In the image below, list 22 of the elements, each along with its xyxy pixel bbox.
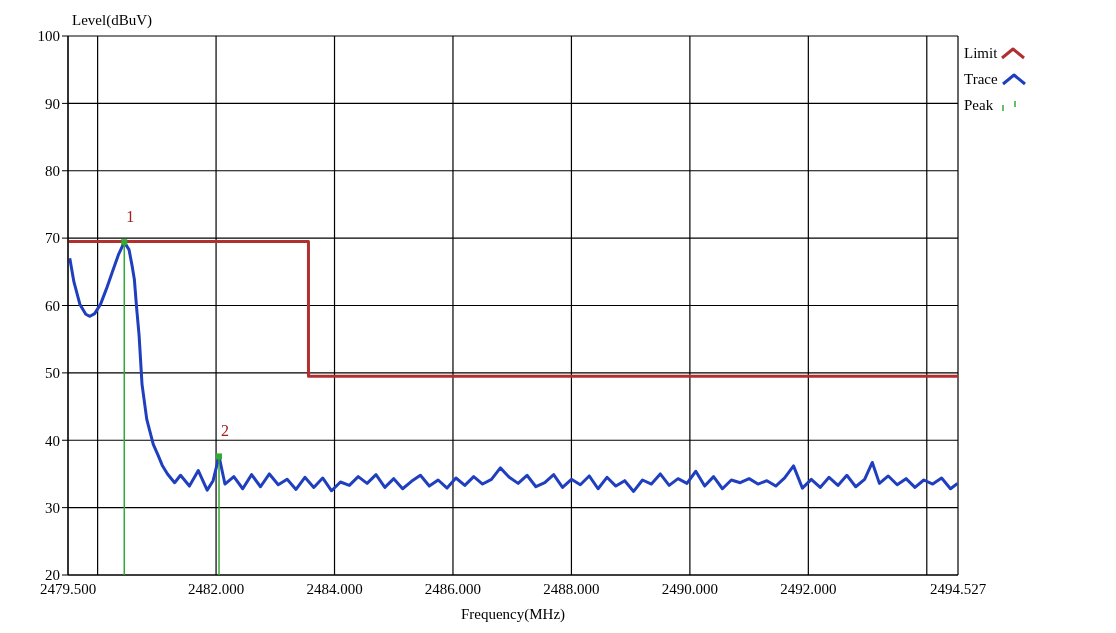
y-axis-title: Level(dBuV) [72, 12, 152, 29]
x-tick-label: 2494.527 [929, 580, 987, 597]
legend-label: Peak [964, 96, 994, 115]
legend-label: Trace [964, 70, 998, 89]
y-tick-label: 50 [45, 365, 60, 382]
annotation: 1 [126, 208, 135, 226]
x-axis-title: Frequency(MHz) [460, 606, 566, 623]
y-tick-label: 70 [45, 230, 60, 247]
y-tick-label: 30 [45, 499, 60, 516]
x-tick-label: 2492.000 [780, 580, 837, 597]
y-tick-label: 100 [37, 28, 60, 45]
x-tick-label: 2490.000 [661, 580, 719, 597]
y-tick-label: 90 [45, 95, 60, 112]
x-tick-label: 2488.000 [543, 580, 600, 597]
annotation: 2 [221, 422, 230, 440]
legend-label: Limit [964, 44, 998, 63]
y-tick-label: 40 [45, 432, 60, 449]
y-tick-label: 60 [45, 297, 60, 314]
x-tick-label: 2482.000 [187, 580, 245, 597]
y-tick-label: 80 [45, 163, 60, 180]
x-tick-label: 2484.000 [306, 580, 363, 597]
x-tick-label: 2486.000 [424, 580, 482, 597]
